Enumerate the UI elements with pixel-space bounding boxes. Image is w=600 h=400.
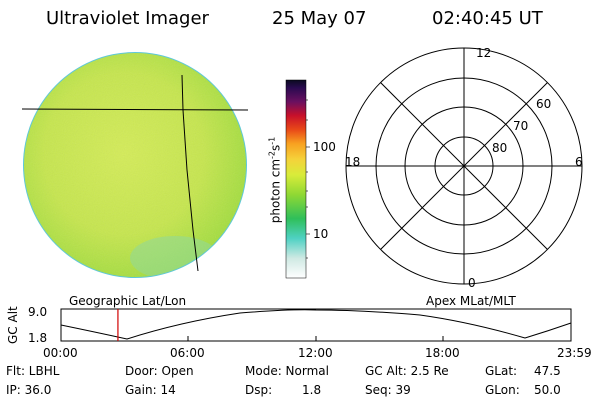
- timeline-ytick-bottom: 1.8: [28, 331, 48, 345]
- polar-plot: [345, 47, 583, 285]
- timeline-xtick-0: 00:00: [43, 346, 78, 360]
- mlt-label-0: 0: [468, 276, 476, 290]
- instrument-title: Ultraviolet Imager: [46, 8, 209, 29]
- colorbar-tick-100: 100: [313, 140, 336, 154]
- time-label: 02:40:45 UT: [432, 8, 543, 29]
- info-gain: Gain: 14: [125, 383, 176, 397]
- info-seq: Seq: 39: [365, 383, 411, 397]
- geo-lon-line: [181, 74, 199, 272]
- info-glat-label: GLat:: [485, 364, 518, 378]
- info-glat-value: 47.5: [534, 364, 561, 378]
- timeline-xtick-4: 23:59: [557, 346, 592, 360]
- info-dsp-label: Dsp:: [245, 383, 273, 397]
- timeline-xtick-2: 12:00: [298, 346, 333, 360]
- timeline-xtick-1: 06:00: [170, 346, 205, 360]
- colorbar-unit-label: photon cm-2s-1: [267, 136, 283, 224]
- mlat-label-70: 70: [513, 119, 529, 133]
- info-door: Door: Open: [125, 364, 194, 378]
- info-glon-label: GLon:: [485, 383, 520, 397]
- timeline-frame: [60, 308, 572, 342]
- timeline-left-title: Geographic Lat/Lon: [69, 294, 187, 308]
- colorbar: [285, 79, 307, 279]
- info-mode: Mode: Normal: [245, 364, 329, 378]
- mlt-label-18: 18: [345, 155, 361, 169]
- timeline-right-title: Apex MLat/MLT: [426, 294, 516, 308]
- mlat-label-80: 80: [492, 141, 508, 155]
- timeline-ticks: [60, 308, 572, 342]
- timeline-xtick-3: 18:00: [425, 346, 460, 360]
- colorbar-ticks: [306, 99, 310, 259]
- mlt-label-6: 6: [575, 155, 583, 169]
- colorbar-tick-10: 10: [313, 227, 329, 241]
- info-dsp-value: 1.8: [302, 383, 322, 397]
- info-ip: IP: 36.0: [6, 383, 52, 397]
- mlat-label-60: 60: [536, 97, 552, 111]
- mlt-label-12: 12: [476, 46, 492, 60]
- geo-lat-line: [21, 108, 249, 111]
- uv-disk-image: [23, 52, 247, 278]
- timeline-axis-label: GC Alt: [6, 306, 20, 344]
- info-glon-value: 50.0: [534, 383, 561, 397]
- timeline-ytick-top: 9.0: [28, 305, 48, 319]
- info-flt: Flt: LBHL: [6, 364, 60, 378]
- altitude-curve: [60, 309, 572, 340]
- date-label: 25 May 07: [272, 8, 367, 29]
- info-gc-alt: GC Alt: 2.5 Re: [365, 364, 449, 378]
